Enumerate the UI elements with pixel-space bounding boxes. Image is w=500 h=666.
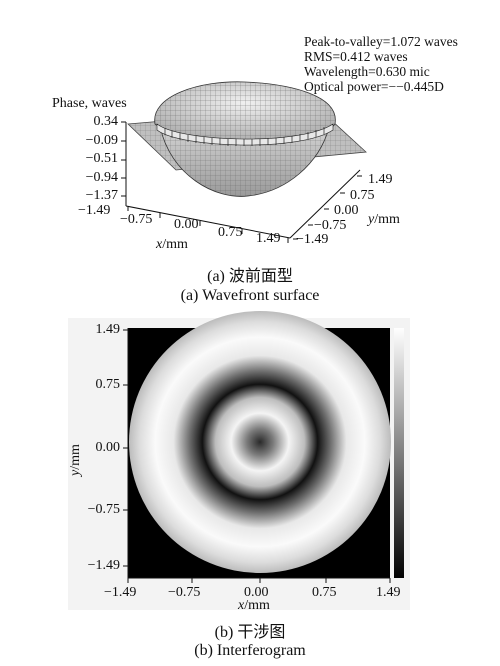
- x-tick: 0.75: [218, 225, 243, 240]
- caption-a-cn: (a) 波前面型: [207, 268, 293, 285]
- y-axis-label: y/mm: [68, 444, 84, 476]
- x-axis-var: x: [238, 598, 245, 613]
- info-peak-to-valley: Peak-to-valley=1.072 waves: [304, 34, 458, 49]
- x-tick: −1.49: [104, 585, 137, 600]
- z-tick: −1.37: [85, 188, 118, 203]
- x-tick: −0.75: [168, 585, 201, 600]
- z-axis-label: Phase, waves: [52, 96, 127, 111]
- x-tick: −1.49: [78, 203, 111, 218]
- caption-b-en: (b) Interferogram: [194, 642, 306, 659]
- y-axis: [289, 169, 361, 239]
- x-tick: 1.49: [376, 585, 401, 600]
- wavefront-surface-plot: [121, 81, 367, 243]
- caption-a-en: (a) Wavefront surface: [180, 287, 320, 304]
- colorbar: [394, 328, 404, 578]
- z-tick: −0.51: [85, 151, 118, 166]
- x-tick: −0.75: [120, 212, 153, 227]
- x-tick: 0.75: [312, 585, 337, 600]
- y-tick: 0.75: [350, 188, 375, 203]
- y-tick: −0.75: [314, 218, 347, 233]
- info-optical-power: Optical power=−−0.445D: [304, 79, 444, 94]
- x-tick: 1.49: [256, 231, 281, 246]
- info-rms: RMS=0.412 waves: [304, 49, 408, 64]
- x-axis: [125, 205, 291, 239]
- y-tick: 0.75: [95, 377, 121, 392]
- z-tick: −0.09: [85, 133, 118, 148]
- y-axis-label: y/mm: [368, 212, 400, 228]
- x-axis-label: x/mm: [238, 598, 270, 614]
- y-tick: −1.49: [87, 558, 120, 573]
- y-axis-var: y: [67, 469, 83, 476]
- x-axis-var: x: [156, 237, 163, 252]
- y-tick: 0.00: [95, 440, 121, 455]
- z-tick: 0.34: [93, 114, 119, 129]
- y-tick: −0.75: [87, 502, 120, 517]
- y-tick: 1.49: [95, 322, 121, 337]
- y-tick: −1.49: [296, 232, 329, 247]
- z-tick: −0.94: [85, 170, 118, 185]
- info-wavelength: Wavelength=0.630 mic: [304, 64, 430, 79]
- y-axis-var: y: [368, 212, 375, 227]
- y-axis-unit: /mm: [374, 212, 400, 227]
- y-tick: 1.49: [368, 172, 393, 187]
- x-tick: 0.00: [244, 585, 269, 600]
- y-axis-unit: /mm: [67, 444, 83, 470]
- caption-b-cn: (b) 干涉图: [214, 624, 286, 641]
- y-tick: 0.00: [334, 203, 359, 218]
- x-axis-unit: /mm: [244, 598, 270, 613]
- fringe-pattern: [129, 311, 391, 573]
- interferogram-plot: [123, 311, 404, 583]
- x-axis-label: x/mm: [156, 237, 188, 253]
- x-axis-unit: /mm: [162, 237, 188, 252]
- x-tick: 0.00: [174, 217, 199, 232]
